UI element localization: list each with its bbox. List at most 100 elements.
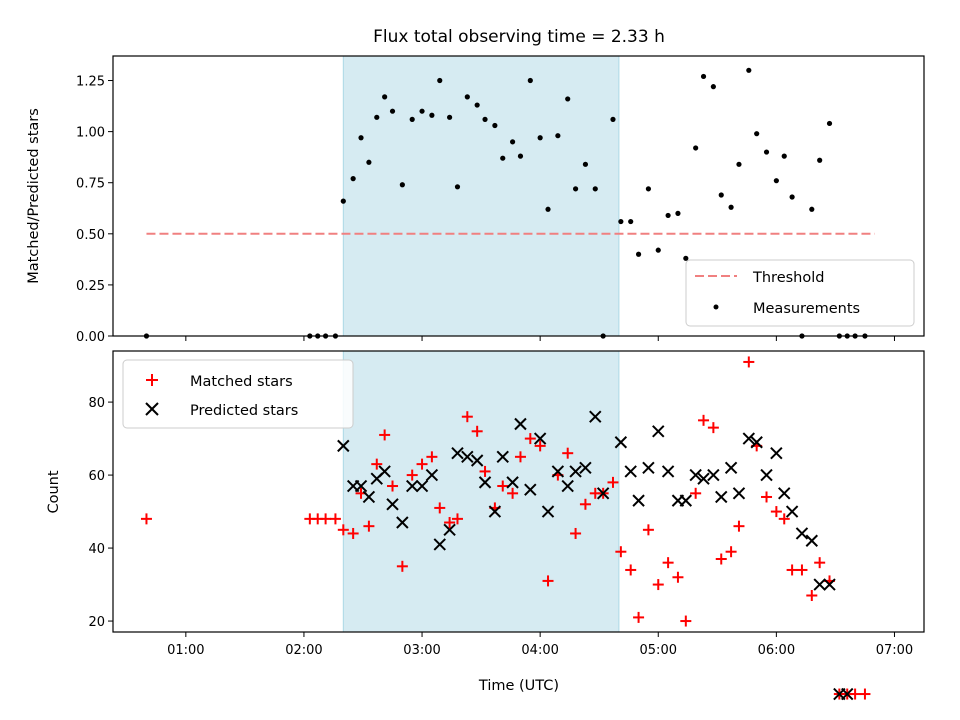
legend-predicted-label: Predicted stars — [190, 403, 298, 419]
measurement-points — [143, 67, 868, 339]
top-y-tick-label: 0.75 — [76, 177, 105, 192]
predicted-star-point — [386, 498, 399, 511]
x-axis-label: Time (UTC) — [478, 678, 559, 694]
predicted-star-point — [596, 487, 610, 500]
matched-star-point — [396, 560, 408, 572]
matched-star-point — [347, 527, 359, 539]
predicted-star-point — [354, 479, 368, 493]
predicted-star-point — [561, 479, 574, 493]
matched-star-point — [778, 513, 790, 525]
measurement-point — [437, 77, 443, 84]
predicted-star-point — [378, 465, 391, 478]
predicted-star-point — [337, 439, 350, 453]
matched-star-point — [662, 557, 674, 569]
measurement-point — [374, 114, 380, 120]
predicted-star-point — [614, 436, 628, 449]
bottom-plot-frame — [112, 350, 925, 633]
matched-star-point — [434, 502, 446, 514]
matched-star-point — [615, 546, 627, 558]
measurement-point — [610, 116, 616, 122]
matched-star-point — [796, 564, 808, 576]
measurement-point — [728, 204, 734, 210]
matched-star-point — [524, 433, 536, 445]
predicted-star-point — [478, 476, 492, 489]
predicted-star-point — [697, 472, 710, 485]
x-tick-label: 06:00 — [758, 643, 795, 658]
x-tick-label: 05:00 — [640, 643, 677, 658]
measurement-point — [389, 108, 396, 114]
legend-matched-swatch — [146, 374, 158, 386]
predicted-star-point — [514, 417, 527, 431]
measurement-point — [409, 116, 415, 122]
predicted-star-point — [732, 487, 746, 500]
matched-star-point — [625, 564, 637, 576]
measurement-point — [700, 73, 707, 80]
bottom-y-tick-label: 40 — [88, 542, 105, 557]
matched-star-point — [579, 498, 591, 510]
measurement-point — [399, 182, 405, 188]
top-y-axis-label: Matched/Predicted stars — [26, 108, 42, 284]
measurement-point — [817, 157, 823, 163]
measurement-point — [527, 77, 533, 84]
measurement-point — [763, 149, 770, 155]
matched-star-point — [320, 513, 332, 525]
matched-star-point — [497, 480, 509, 492]
predicted-star-point — [841, 687, 854, 701]
bottom-y-axis: 20 40 60 80 — [88, 396, 113, 630]
measurement-point — [565, 96, 571, 102]
matched-star-point — [707, 422, 719, 434]
measurement-point — [350, 176, 356, 182]
measurement-point — [358, 135, 364, 141]
matched-star-point — [329, 513, 341, 525]
predicted-star-point — [451, 446, 464, 460]
measurement-point — [545, 206, 551, 212]
predicted-star-point — [425, 468, 439, 482]
legend-matched-label: Matched stars — [190, 374, 293, 390]
predicted-star-point — [461, 450, 474, 464]
measurement-point — [826, 120, 833, 127]
matched-star-point — [642, 524, 654, 536]
matched-star-point — [507, 487, 519, 499]
measurement-point — [592, 186, 598, 192]
matched-star-point — [761, 491, 773, 503]
matched-star-point — [379, 429, 391, 441]
predicted-star-point — [579, 461, 592, 474]
top-y-tick-label: 1.25 — [76, 75, 105, 90]
legend-threshold-label: Threshold — [752, 270, 824, 286]
legend-measurements-label: Measurements — [753, 301, 860, 317]
matched-star-point — [514, 451, 526, 463]
matched-star-point — [451, 513, 463, 525]
matched-star-point — [859, 688, 871, 700]
measurement-point — [464, 94, 470, 100]
predicted-star-point — [488, 505, 502, 518]
predicted-star-point — [506, 476, 519, 489]
bottom-legend: Matched stars Predicted stars — [122, 359, 354, 429]
matched-star-point — [698, 414, 710, 426]
measurement-point — [773, 178, 779, 184]
measurement-point — [500, 155, 506, 161]
measurement-point — [746, 67, 752, 73]
matched-star-point — [363, 520, 375, 532]
measurement-point — [809, 206, 815, 212]
predicted-star-point — [396, 516, 409, 529]
x-tick-label: 04:00 — [521, 643, 558, 658]
matched-star-point — [426, 451, 438, 463]
bottom-y-axis-label: Count — [46, 470, 62, 513]
matched-star-point — [140, 513, 152, 525]
predicted-star-point — [541, 505, 555, 518]
predicted-star-point — [524, 483, 537, 496]
top-plot-frame — [112, 55, 925, 337]
predicted-star-point — [589, 410, 602, 423]
predicted-star-point — [689, 468, 702, 482]
top-y-tick-label: 0.00 — [76, 330, 105, 345]
predicted-star-point — [496, 450, 509, 464]
predicted-star-point — [533, 432, 547, 445]
predicted-star-point — [707, 468, 720, 482]
measurement-point — [509, 139, 516, 145]
measurement-point — [675, 210, 681, 216]
matched-star-point — [680, 615, 692, 627]
measurement-point — [454, 184, 461, 190]
matched-star-point — [337, 524, 349, 536]
predicted-star-point — [433, 538, 446, 551]
